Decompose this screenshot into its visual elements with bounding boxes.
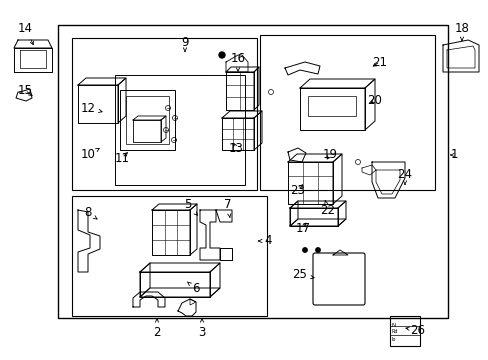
- Text: 20: 20: [367, 94, 382, 107]
- Bar: [72, 196, 266, 316]
- Text: 18: 18: [454, 22, 468, 40]
- Text: 4: 4: [258, 234, 271, 248]
- Text: 17: 17: [295, 221, 310, 234]
- Text: 25: 25: [292, 269, 313, 282]
- Text: 3: 3: [198, 319, 205, 338]
- Bar: [115, 75, 244, 185]
- Text: 12: 12: [81, 102, 102, 114]
- Bar: [72, 38, 257, 190]
- Text: 21: 21: [372, 55, 386, 68]
- Text: 7: 7: [224, 198, 231, 217]
- Text: N: N: [391, 323, 395, 328]
- Text: 9: 9: [181, 36, 188, 51]
- Text: Io: Io: [391, 337, 396, 342]
- Circle shape: [302, 248, 306, 252]
- Text: 6: 6: [187, 282, 199, 296]
- Text: 19: 19: [322, 148, 337, 162]
- Text: 16: 16: [230, 51, 245, 71]
- Text: 26: 26: [405, 324, 425, 337]
- Bar: [126, 96, 169, 144]
- Text: Rd: Rd: [391, 329, 398, 334]
- Circle shape: [219, 52, 224, 58]
- Text: 15: 15: [18, 84, 32, 96]
- Text: 24: 24: [397, 168, 412, 184]
- Text: 1: 1: [449, 148, 457, 162]
- Bar: [307, 96, 355, 116]
- Circle shape: [315, 248, 320, 252]
- Bar: [120, 90, 175, 150]
- Text: 23: 23: [290, 184, 305, 197]
- Bar: [389, 316, 419, 346]
- Text: 14: 14: [18, 22, 33, 45]
- Bar: [58, 25, 447, 318]
- Text: 22: 22: [320, 201, 335, 216]
- Text: 13: 13: [228, 141, 243, 154]
- Bar: [260, 35, 434, 190]
- Text: 5: 5: [184, 198, 197, 215]
- Text: 11: 11: [114, 152, 129, 165]
- Text: 10: 10: [81, 148, 99, 162]
- Text: 8: 8: [84, 207, 97, 220]
- Text: 2: 2: [153, 319, 161, 338]
